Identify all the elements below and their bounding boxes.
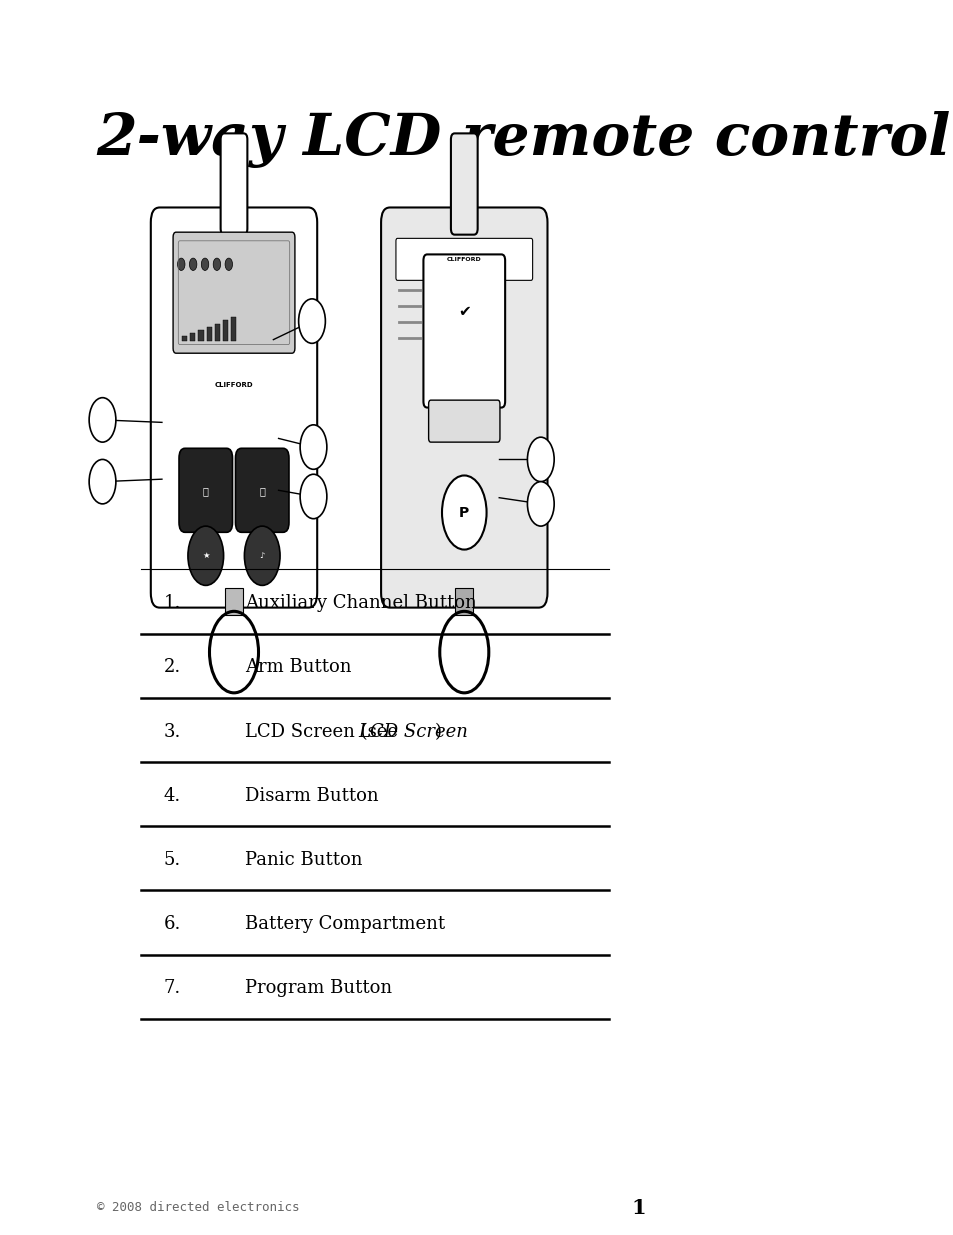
Text: Auxiliary Channel Button: Auxiliary Channel Button bbox=[245, 594, 476, 613]
Text: P: P bbox=[458, 505, 469, 520]
Circle shape bbox=[89, 398, 115, 442]
Circle shape bbox=[201, 258, 209, 270]
Text: 1.: 1. bbox=[163, 594, 181, 613]
Text: Battery Compartment: Battery Compartment bbox=[245, 915, 445, 934]
Text: CLIFFORD: CLIFFORD bbox=[214, 383, 253, 388]
Text: LCD Screen: LCD Screen bbox=[357, 722, 467, 741]
Text: Panic Button: Panic Button bbox=[245, 851, 362, 869]
Text: 🔒: 🔒 bbox=[203, 487, 209, 496]
Bar bbox=[225, 588, 243, 615]
Text: LCD Screen (see: LCD Screen (see bbox=[245, 722, 403, 741]
Bar bbox=[190, 332, 195, 341]
Circle shape bbox=[300, 474, 327, 519]
Bar bbox=[198, 330, 203, 341]
Circle shape bbox=[527, 437, 554, 482]
FancyBboxPatch shape bbox=[436, 280, 492, 343]
FancyBboxPatch shape bbox=[220, 133, 247, 235]
Text: Arm Button: Arm Button bbox=[245, 658, 352, 677]
Circle shape bbox=[188, 526, 223, 585]
Bar bbox=[206, 326, 212, 341]
FancyBboxPatch shape bbox=[151, 207, 316, 608]
Circle shape bbox=[441, 475, 486, 550]
FancyBboxPatch shape bbox=[235, 448, 289, 532]
Bar bbox=[223, 320, 228, 341]
Text: 5.: 5. bbox=[163, 851, 180, 869]
FancyBboxPatch shape bbox=[423, 254, 505, 408]
Text: 4.: 4. bbox=[163, 787, 180, 805]
Text: 6.: 6. bbox=[163, 915, 181, 934]
Text: Disarm Button: Disarm Button bbox=[245, 787, 378, 805]
Text: 7.: 7. bbox=[163, 979, 180, 998]
Circle shape bbox=[213, 258, 220, 270]
Bar bbox=[182, 336, 187, 341]
Circle shape bbox=[298, 299, 325, 343]
Bar bbox=[231, 317, 236, 341]
Text: © 2008 directed electronics: © 2008 directed electronics bbox=[96, 1202, 298, 1214]
FancyBboxPatch shape bbox=[179, 448, 233, 532]
Circle shape bbox=[190, 258, 196, 270]
Text: 2-way LCD remote control: 2-way LCD remote control bbox=[96, 111, 950, 168]
Text: ): ) bbox=[435, 722, 441, 741]
Text: 1: 1 bbox=[631, 1198, 645, 1218]
Circle shape bbox=[225, 258, 233, 270]
Text: ✔: ✔ bbox=[457, 304, 470, 319]
Text: CLIFFORD: CLIFFORD bbox=[446, 257, 481, 262]
FancyBboxPatch shape bbox=[428, 400, 499, 442]
Bar bbox=[455, 588, 473, 615]
Text: 3.: 3. bbox=[163, 722, 181, 741]
FancyBboxPatch shape bbox=[172, 232, 294, 353]
Text: 2.: 2. bbox=[163, 658, 180, 677]
Circle shape bbox=[89, 459, 115, 504]
FancyBboxPatch shape bbox=[395, 238, 532, 280]
FancyBboxPatch shape bbox=[380, 207, 547, 608]
FancyBboxPatch shape bbox=[451, 133, 477, 235]
Circle shape bbox=[527, 482, 554, 526]
Text: ♪: ♪ bbox=[259, 551, 265, 561]
Circle shape bbox=[177, 258, 185, 270]
Text: ★: ★ bbox=[202, 551, 210, 561]
Circle shape bbox=[244, 526, 280, 585]
Text: 🔓: 🔓 bbox=[259, 487, 265, 496]
Circle shape bbox=[300, 425, 327, 469]
Text: Program Button: Program Button bbox=[245, 979, 392, 998]
Bar bbox=[214, 324, 219, 341]
